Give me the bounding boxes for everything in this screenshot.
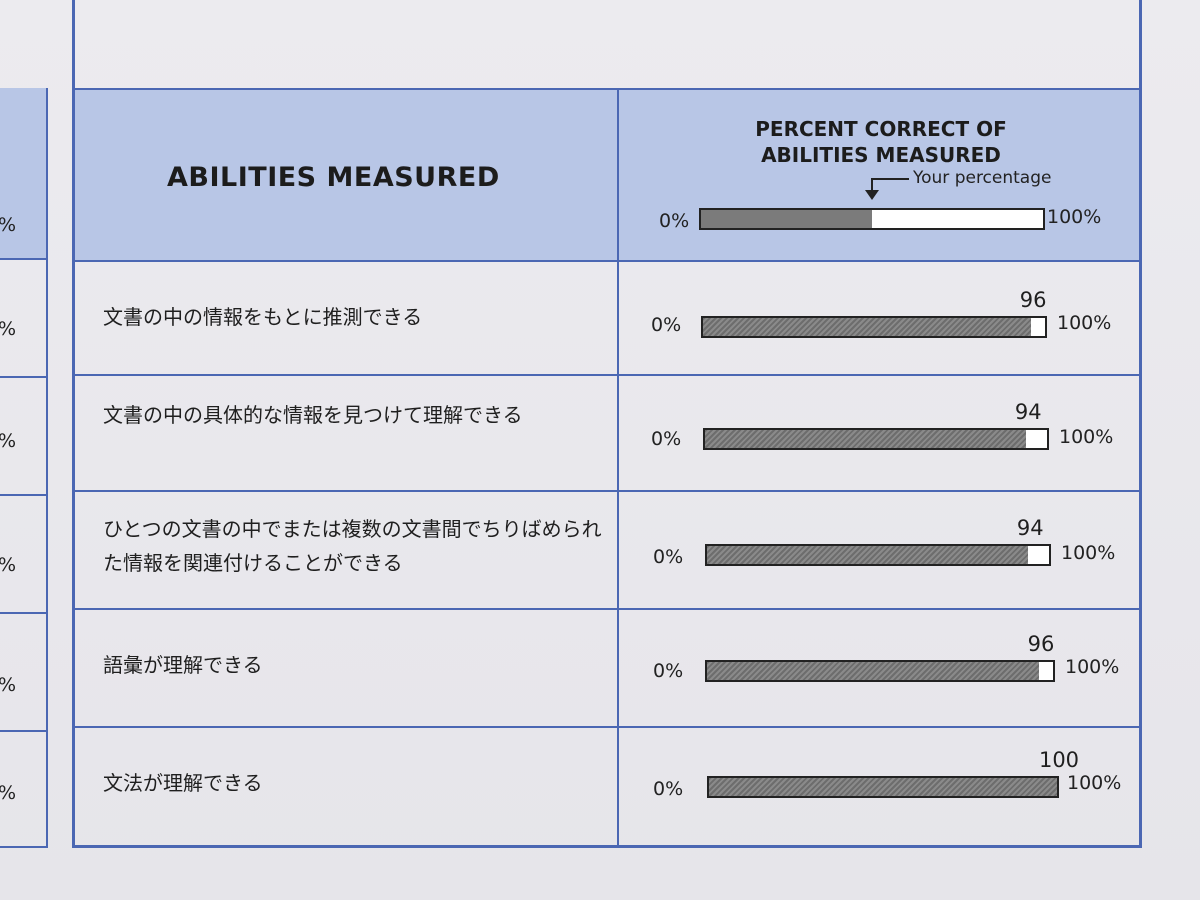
legend-bar: [699, 208, 1045, 230]
table-header: ABILITIES MEASURED PERCENT CORRECT OF AB…: [75, 88, 1139, 262]
score-bar-fill: [707, 546, 1029, 564]
score-value: 94: [1014, 400, 1042, 424]
left-table-row: %: [0, 614, 46, 732]
table-row: 文書の中の具体的な情報を見つけて理解できる 0% 94 100%: [75, 376, 1139, 492]
bar-min-label: 0%: [651, 314, 682, 336]
table-row: 文書の中の情報をもとに推測できる 0% 96 100%: [75, 262, 1139, 376]
your-percentage-caption: Your percentage: [913, 168, 1052, 188]
score-bar: [707, 776, 1059, 798]
legend-bar-fill: [701, 210, 872, 228]
left-pct-mark: %: [0, 430, 16, 452]
arrow-down-icon: [865, 190, 879, 200]
your-percentage-pointer-line: [871, 178, 909, 180]
left-table-row: %: [0, 260, 46, 378]
bar-min-label: 0%: [653, 546, 684, 568]
legend-max-label: 100%: [1047, 206, 1102, 228]
score-value: 94: [1016, 516, 1044, 540]
left-table-row: %: [0, 496, 46, 614]
score-bar: [705, 660, 1055, 682]
table-row: ひとつの文書の中でまたは複数の文書間でちりばめられた情報を関連付けることができる…: [75, 492, 1139, 610]
table-row: 語彙が理解できる 0% 96 100%: [75, 610, 1139, 728]
bar-max-label: 100%: [1059, 426, 1114, 448]
left-table-row: %: [0, 378, 46, 496]
score-bar-fill: [709, 778, 1057, 796]
left-pct-mark: %: [0, 214, 16, 236]
ability-label: 文書の中の情報をもとに推測できる: [103, 305, 423, 329]
ability-label: ひとつの文書の中でまたは複数の文書間でちりばめられた情報を関連付けることができる: [103, 517, 602, 575]
score-value: 96: [1027, 632, 1055, 656]
left-table-header: %: [0, 88, 46, 260]
bar-max-label: 100%: [1065, 656, 1120, 678]
left-pct-mark: %: [0, 782, 16, 804]
score-bar: [701, 316, 1047, 338]
left-pct-mark: %: [0, 318, 16, 340]
percent-correct-heading-line1: PERCENT CORRECT OF: [755, 117, 1007, 141]
percent-correct-heading: PERCENT CORRECT OF ABILITIES MEASURED: [619, 116, 1143, 168]
bar-max-label: 100%: [1061, 542, 1116, 564]
column-divider: [617, 88, 619, 845]
ability-label: 文書の中の具体的な情報を見つけて理解できる: [103, 403, 523, 427]
ability-label: 語彙が理解できる: [103, 653, 263, 677]
score-value: 100: [1038, 748, 1080, 772]
legend-min-label: 0%: [659, 210, 690, 232]
ability-label: 文法が理解できる: [103, 771, 263, 795]
score-bar: [703, 428, 1049, 450]
left-pct-mark: %: [0, 674, 16, 696]
abilities-measured-heading: ABILITIES MEASURED: [167, 162, 500, 193]
your-percentage-pointer-stem: [871, 178, 873, 192]
left-table-row: %: [0, 732, 46, 850]
left-pct-mark: %: [0, 554, 16, 576]
bar-min-label: 0%: [653, 778, 684, 800]
percent-correct-heading-line2: ABILITIES MEASURED: [761, 143, 1001, 167]
score-bar: [705, 544, 1051, 566]
bar-max-label: 100%: [1067, 772, 1122, 794]
score-value: 96: [1019, 288, 1047, 312]
abilities-table: ABILITIES MEASURED PERCENT CORRECT OF AB…: [72, 0, 1142, 848]
left-table-fragment: % % % % % %: [0, 88, 48, 848]
score-bar-fill: [705, 430, 1027, 448]
bar-min-label: 0%: [653, 660, 684, 682]
bar-min-label: 0%: [651, 428, 682, 450]
table-row: 文法が理解できる 0% 100 100%: [75, 728, 1139, 845]
score-bar-fill: [707, 662, 1040, 680]
bar-max-label: 100%: [1057, 312, 1112, 334]
score-bar-fill: [703, 318, 1032, 336]
